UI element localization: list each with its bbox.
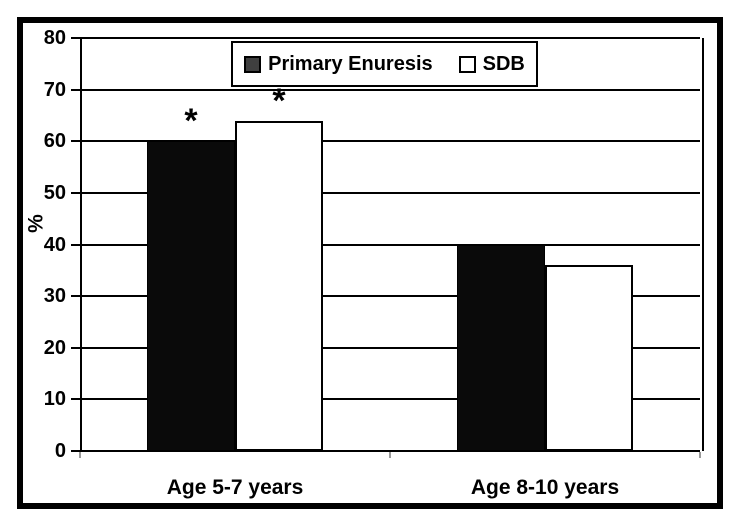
y-tick-label: 0 <box>54 440 66 462</box>
legend-item-sdb: SDB <box>458 53 525 75</box>
y-tick-mark <box>71 89 80 91</box>
y-tick-label: 40 <box>43 234 66 256</box>
gridline <box>80 398 700 400</box>
y-tick-mark <box>71 398 80 400</box>
significance-asterisk: * <box>272 82 286 120</box>
x-axis-line <box>80 450 700 452</box>
y-tick-label: 60 <box>43 130 66 152</box>
gridline <box>80 140 700 142</box>
legend-marker-sdb <box>458 55 476 73</box>
legend-label: SDB <box>482 53 525 75</box>
legend: Primary Enuresis SDB <box>231 41 538 87</box>
gridline <box>80 192 700 194</box>
y-tick-mark <box>71 244 80 246</box>
gridline <box>80 244 700 246</box>
y-tick-mark <box>71 347 80 349</box>
legend-item-primary-enuresis: Primary Enuresis <box>244 53 433 75</box>
significance-asterisk: * <box>184 102 198 140</box>
y-tick-label: 20 <box>43 337 66 359</box>
gridline <box>80 295 700 297</box>
y-tick-mark <box>71 450 80 452</box>
bar-primary-enuresis <box>147 141 235 451</box>
y-tick-label: 70 <box>43 79 66 101</box>
gridline <box>80 89 700 91</box>
gridline <box>80 37 700 39</box>
bar-primary-enuresis <box>457 245 545 451</box>
legend-label: Primary Enuresis <box>268 53 433 75</box>
y-tick-mark <box>71 295 80 297</box>
y-tick-mark <box>71 140 80 142</box>
y-tick-label: 30 <box>43 285 66 307</box>
y-tick-label: 10 <box>43 388 66 410</box>
chart-outer-frame <box>17 17 723 509</box>
category-tick-mark <box>389 452 391 458</box>
y-tick-mark <box>71 192 80 194</box>
gridline <box>80 347 700 349</box>
category-tick-mark <box>699 452 701 458</box>
y-tick-mark <box>71 37 80 39</box>
y-tick-label: 80 <box>43 27 66 49</box>
x-axis-category-label: Age 8-10 years <box>470 476 620 499</box>
y-tick-label: 50 <box>43 182 66 204</box>
x-axis-category-label: Age 5-7 years <box>166 476 304 499</box>
category-tick-mark <box>79 452 81 458</box>
legend-marker-primary-enuresis <box>244 55 262 73</box>
bar-sdb <box>545 265 633 451</box>
bar-sdb <box>235 121 323 451</box>
